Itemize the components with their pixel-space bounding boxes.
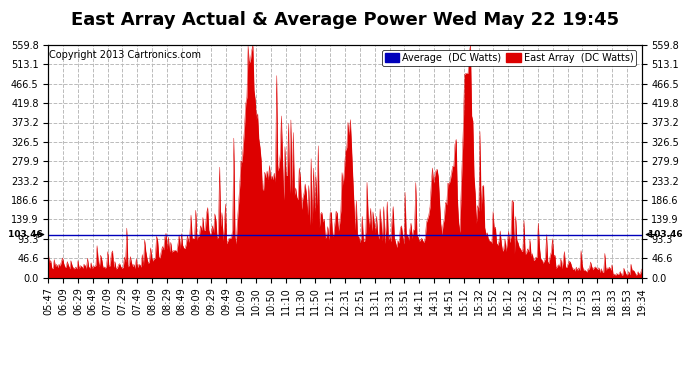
Text: East Array Actual & Average Power Wed May 22 19:45: East Array Actual & Average Power Wed Ma…: [71, 11, 619, 29]
Legend: Average  (DC Watts), East Array  (DC Watts): Average (DC Watts), East Array (DC Watts…: [382, 50, 636, 66]
Text: 103.46: 103.46: [5, 230, 42, 239]
Text: Copyright 2013 Cartronics.com: Copyright 2013 Cartronics.com: [50, 50, 201, 60]
Text: 103.46: 103.46: [648, 230, 685, 239]
